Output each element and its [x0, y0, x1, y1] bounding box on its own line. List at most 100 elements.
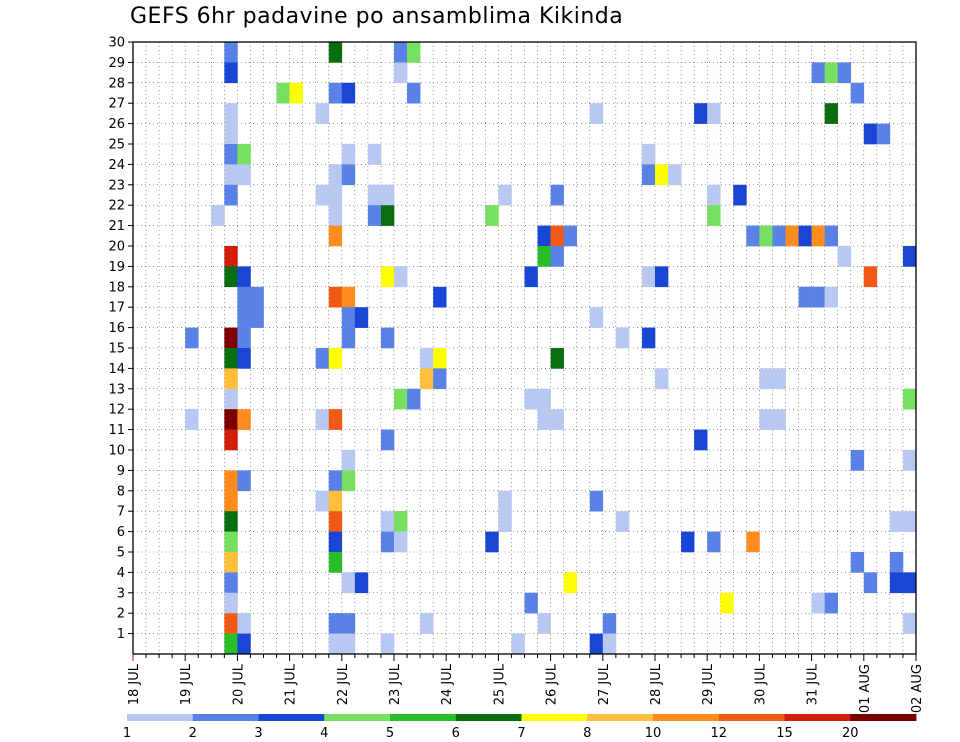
x-tick-label: 01 AUG — [858, 664, 873, 713]
y-tick-label: 19 — [108, 260, 125, 275]
y-tick-label: 28 — [108, 76, 125, 91]
heatmap-cell — [380, 184, 395, 206]
heatmap-cell — [641, 327, 656, 349]
heatmap-cell — [850, 450, 865, 471]
heatmap-cell — [707, 184, 721, 206]
heatmap-cell — [589, 103, 604, 124]
heatmap-cell — [433, 348, 447, 369]
y-tick-label: 7 — [117, 505, 125, 520]
legend-swatch — [390, 714, 457, 721]
legend-swatch — [192, 714, 259, 721]
heatmap-cell — [407, 388, 421, 410]
y-tick-label: 30 — [108, 36, 125, 51]
legend-label: 2 — [189, 726, 197, 741]
heatmap-cell — [276, 82, 290, 104]
x-tick-label: 19 JUL — [179, 663, 194, 705]
heatmap-cell — [394, 62, 408, 84]
heatmap-cell — [420, 368, 434, 390]
heatmap-cell — [837, 62, 852, 84]
heatmap-cell — [772, 368, 786, 390]
legend-label: 4 — [320, 726, 328, 741]
heatmap-cell — [328, 184, 343, 206]
heatmap-cell — [811, 225, 825, 247]
x-tick-label: 24 JUL — [440, 663, 455, 705]
y-tick-label: 8 — [117, 484, 125, 499]
y-tick-label: 12 — [108, 403, 125, 418]
heatmap-cell — [341, 286, 356, 308]
y-tick-label: 9 — [117, 464, 125, 479]
heatmap-cell — [289, 82, 303, 104]
heatmap-cell — [407, 42, 421, 63]
y-tick-label: 16 — [108, 321, 125, 336]
heatmap-cell — [746, 225, 760, 247]
heatmap-cell — [380, 205, 395, 226]
heatmap-cell — [250, 286, 264, 308]
heatmap-cell — [902, 246, 917, 267]
heatmap-cell — [707, 103, 721, 124]
x-tick-label: 31 JUL — [806, 663, 821, 705]
heatmap-cell — [341, 164, 356, 186]
heatmap-cell — [811, 286, 825, 308]
legend-swatch — [587, 714, 654, 721]
legend-swatch — [324, 714, 391, 721]
heatmap-cell — [250, 307, 264, 328]
heatmap-cell — [550, 184, 564, 206]
heatmap-cell — [224, 511, 238, 532]
heatmap-cell — [394, 266, 408, 288]
heatmap-cell — [341, 572, 356, 594]
heatmap-cell — [550, 348, 564, 369]
heatmap-cells — [185, 42, 917, 655]
heatmap-cell — [824, 592, 838, 614]
heatmap-cell — [354, 572, 369, 594]
x-tick-label: 21 JUL — [284, 663, 299, 705]
heatmap-cell — [237, 348, 251, 369]
heatmap-cell — [328, 633, 343, 655]
heatmap-cell — [224, 552, 238, 573]
heatmap-cell — [224, 388, 238, 410]
heatmap-cell — [811, 62, 825, 84]
heatmap-cell — [420, 348, 434, 369]
x-tick-label: 27 JUL — [597, 663, 612, 705]
y-tick-label: 21 — [108, 219, 125, 234]
y-tick-label: 26 — [108, 117, 125, 132]
heatmap-cell — [902, 613, 917, 634]
heatmap-cell — [759, 225, 773, 247]
heatmap-cell — [224, 246, 238, 267]
heatmap-cell — [224, 592, 238, 614]
x-tick-label: 02 AUG — [910, 664, 925, 713]
heatmap-cell — [863, 266, 878, 288]
heatmap-cell — [707, 531, 721, 553]
heatmap-cell — [433, 368, 447, 390]
heatmap-cell — [485, 205, 499, 226]
heatmap-cell — [668, 164, 682, 186]
y-tick-label: 20 — [108, 240, 125, 255]
heatmap-cell — [550, 246, 564, 267]
legend-label: 3 — [254, 726, 262, 741]
heatmap-cell — [224, 164, 238, 186]
heatmap-cell — [694, 429, 708, 451]
heatmap-cell — [185, 409, 199, 430]
heatmap-cell — [902, 572, 917, 594]
heatmap-cell — [341, 82, 356, 104]
heatmap-cell — [328, 531, 343, 553]
heatmap-cell — [185, 327, 199, 349]
heatmap-cell — [759, 368, 773, 390]
heatmap-cell — [380, 266, 395, 288]
x-tick-label: 23 JUL — [388, 663, 403, 705]
heatmap-cell — [615, 511, 630, 532]
heatmap-cell — [433, 286, 447, 308]
heatmap-cell — [772, 409, 786, 430]
heatmap-cell — [420, 613, 434, 634]
heatmap-cell — [224, 103, 238, 124]
heatmap-cell — [537, 613, 551, 634]
heatmap-cell — [537, 409, 551, 430]
legend-swatch — [850, 714, 917, 721]
legend-swatch — [455, 714, 522, 721]
heatmap-cell — [850, 82, 865, 104]
heatmap-cell — [367, 205, 382, 226]
x-tick-label: 22 JUL — [336, 663, 351, 705]
heatmap-cell — [485, 531, 499, 553]
heatmap-cell — [328, 225, 343, 247]
heatmap-cell — [498, 490, 512, 512]
